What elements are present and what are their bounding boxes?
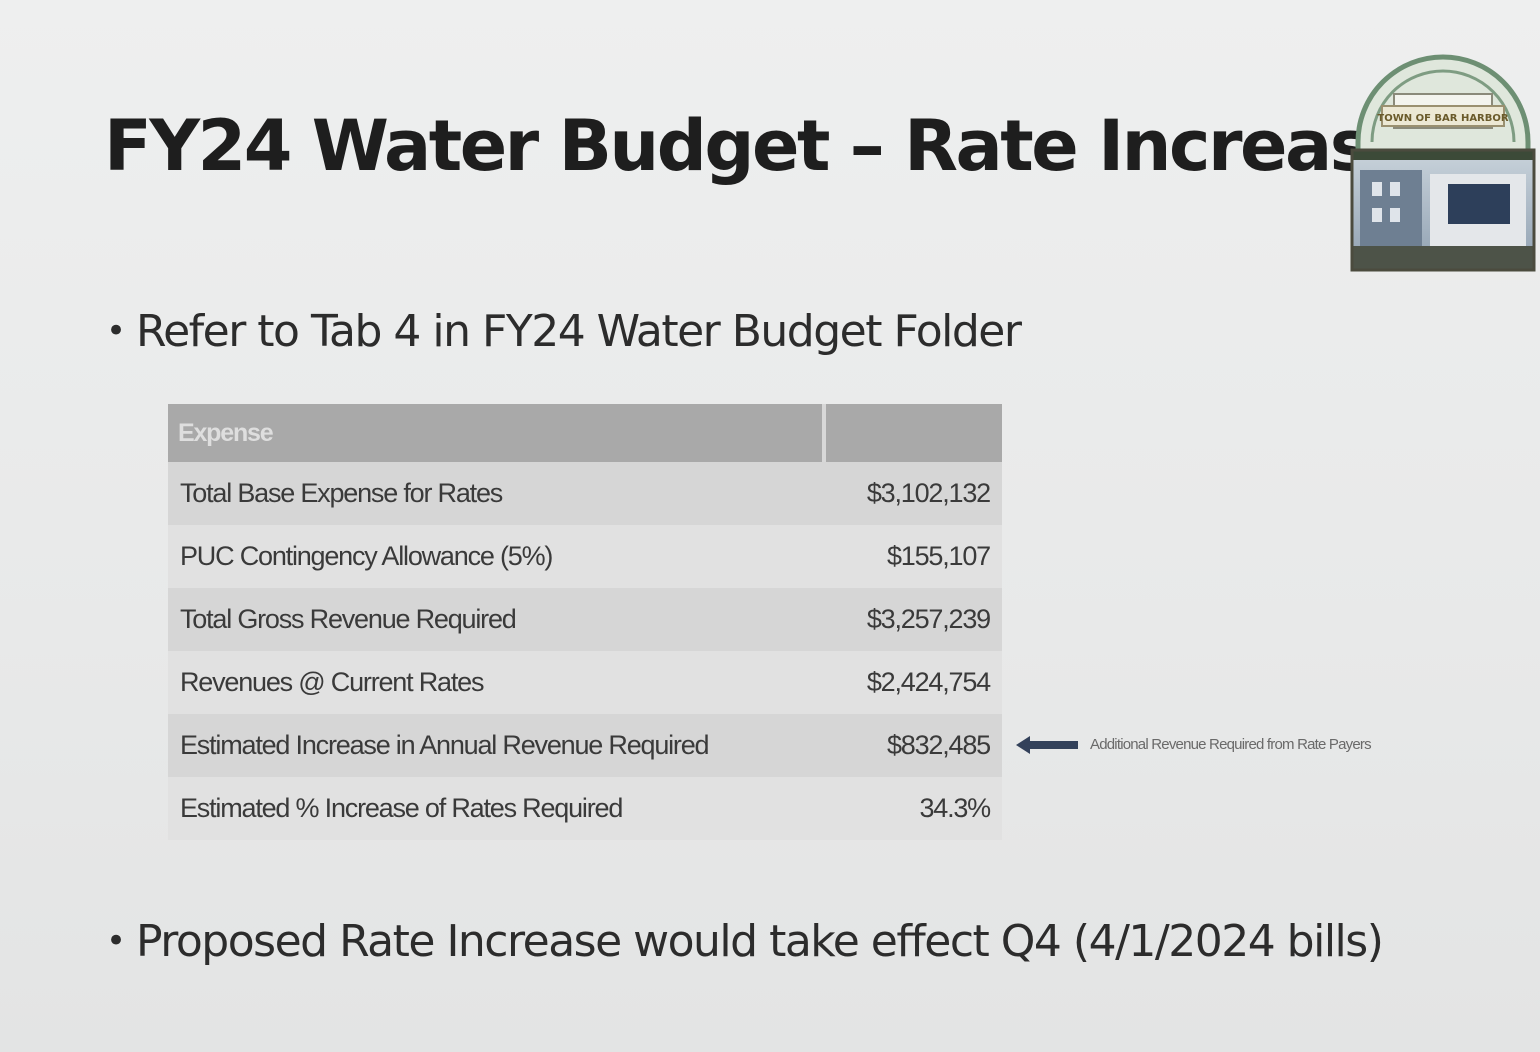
row-label: Total Gross Revenue Required bbox=[168, 588, 824, 651]
row-value: 34.3% bbox=[824, 777, 1002, 840]
table-row: Total Base Expense for Rates $3,102,132 bbox=[168, 462, 1002, 525]
slide-title: FY24 Water Budget – Rate Increase bbox=[104, 105, 1416, 187]
bullet-text: Proposed Rate Increase would take effect… bbox=[136, 916, 1384, 967]
row-value: $832,485 bbox=[824, 714, 1002, 777]
left-arrow-icon bbox=[1016, 735, 1078, 754]
row-value: $3,257,239 bbox=[824, 588, 1002, 651]
bullet-rate-effect: • Proposed Rate Increase would take effec… bbox=[106, 916, 1384, 969]
table-row: Estimated % Increase of Rates Required 3… bbox=[168, 777, 1002, 840]
table-row: Total Gross Revenue Required $3,257,239 bbox=[168, 588, 1002, 651]
row-label: PUC Contingency Allowance (5%) bbox=[168, 525, 824, 588]
annotation: Additional Revenue Required from Rate Pa… bbox=[1016, 735, 1372, 754]
bullet-dot-icon: • bbox=[106, 921, 126, 961]
row-label: Estimated % Increase of Rates Required bbox=[168, 777, 824, 840]
table-row: Revenues @ Current Rates $2,424,754 bbox=[168, 651, 1002, 714]
row-value: $2,424,754 bbox=[824, 651, 1002, 714]
town-seal-logo: TOWN OF BAR HARBOR bbox=[1350, 54, 1536, 272]
row-value: $155,107 bbox=[824, 525, 1002, 588]
table-header-value bbox=[822, 404, 1002, 462]
budget-table: Expense Total Base Expense for Rates $3,… bbox=[168, 404, 1002, 840]
bullet-refer-tab: • Refer to Tab 4 in FY24 Water Budget Fol… bbox=[106, 306, 1022, 359]
row-value: $3,102,132 bbox=[824, 462, 1002, 525]
table-header-expense: Expense bbox=[168, 404, 824, 462]
row-label: Revenues @ Current Rates bbox=[168, 651, 824, 714]
table-row: PUC Contingency Allowance (5%) $155,107 bbox=[168, 525, 1002, 588]
annotation-text: Additional Revenue Required from Rate Pa… bbox=[1090, 736, 1372, 753]
table-row: Estimated Increase in Annual Revenue Req… bbox=[168, 714, 1002, 777]
logo-label: TOWN OF BAR HARBOR bbox=[1377, 113, 1508, 124]
row-label: Total Base Expense for Rates bbox=[168, 462, 824, 525]
row-label: Estimated Increase in Annual Revenue Req… bbox=[168, 714, 824, 777]
bullet-text: Refer to Tab 4 in FY24 Water Budget Fold… bbox=[136, 306, 1022, 357]
bullet-dot-icon: • bbox=[106, 311, 126, 351]
table-header-row: Expense bbox=[168, 404, 1002, 462]
